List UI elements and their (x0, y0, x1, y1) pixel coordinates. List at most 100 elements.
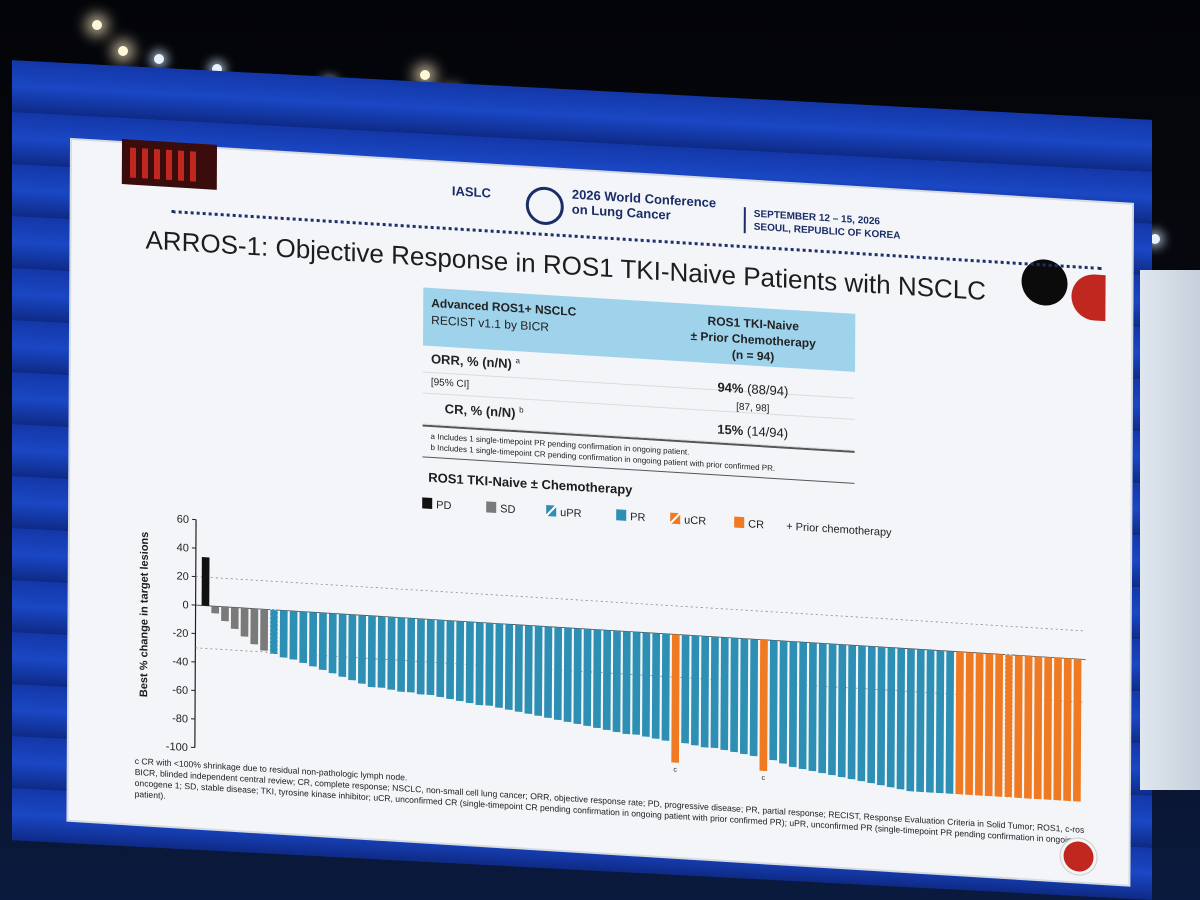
ceiling-light (420, 70, 430, 80)
bar-pr (720, 637, 729, 751)
bar-pr (583, 628, 592, 727)
bar-pr (710, 636, 719, 749)
bar-pr (485, 622, 494, 706)
bar-cr (1073, 658, 1082, 802)
legend-label-cr: CR (748, 518, 764, 531)
bar-pd (201, 556, 210, 606)
bar-cr (1014, 655, 1023, 799)
legend-swatch-pr (616, 509, 627, 521)
bar-pr (358, 615, 367, 684)
bar-pr (524, 625, 533, 714)
y-tick-label: -60 (172, 684, 188, 697)
bar-pr (289, 610, 298, 660)
y-tick-label: 60 (177, 513, 189, 526)
bar-pr (309, 612, 318, 667)
legend-label-ucr: uCR (684, 514, 706, 527)
bar-pr (338, 613, 347, 677)
bar-cr (1063, 658, 1072, 802)
bar-pr (318, 612, 327, 671)
bar-pr (455, 621, 465, 702)
bar-pr (691, 635, 700, 746)
bar-pr (788, 641, 798, 768)
legend-swatch-pd (422, 497, 433, 510)
bar-pr (504, 624, 514, 710)
bar-pr (416, 618, 425, 695)
bar-ucr (1004, 654, 1013, 798)
bar-pr (348, 614, 357, 681)
bar-sd (240, 607, 249, 637)
bar-pr (407, 618, 416, 693)
bar-sd (250, 608, 259, 645)
bar-pr (916, 649, 925, 793)
bar-pr (730, 637, 739, 753)
y-tick-label: 20 (176, 570, 188, 583)
bar-pr (279, 610, 288, 658)
bar-pr (465, 621, 474, 704)
bar-pr (593, 629, 602, 729)
bar-hatch (269, 609, 279, 655)
bar-pr (632, 631, 641, 735)
bar-pr (779, 640, 788, 764)
bar-sd (221, 606, 229, 622)
bar-pr (877, 646, 886, 786)
bar-pr (426, 619, 435, 696)
ceiling-light (212, 64, 222, 74)
legend-hatch (545, 504, 557, 517)
ceiling-light (1150, 234, 1160, 244)
bar-pr (495, 623, 504, 708)
bar-note-marker: c (762, 775, 766, 782)
ceiling-light (92, 20, 102, 30)
bar-cr (955, 651, 964, 795)
bar-pr (534, 625, 543, 717)
bar-pr (651, 632, 661, 739)
legend-hatch (669, 512, 681, 525)
legend-label-prior-chemotherapy: + Prior chemotherapy (786, 521, 892, 539)
bar-pr (808, 642, 817, 772)
bar-pr (475, 622, 484, 706)
bar-pr (847, 644, 857, 780)
bar-hatch (1004, 654, 1014, 798)
legend-swatch-sd (486, 501, 497, 513)
legend-label-pr: PR (630, 511, 645, 524)
ceiling-light (118, 46, 128, 56)
bar-pr (397, 617, 406, 692)
bar-pr (926, 649, 935, 793)
bar-pr (377, 616, 386, 688)
bar-pr (867, 646, 876, 784)
bar-cr (984, 653, 994, 797)
side-screen (1140, 270, 1200, 790)
bar-pr (328, 613, 337, 674)
bar-note-marker: c (673, 767, 677, 774)
bar-pr (896, 647, 906, 790)
chart-bars: cc (201, 556, 1082, 802)
bar-pr (681, 634, 690, 744)
bar-cr (1024, 655, 1033, 799)
bar-pr (563, 627, 572, 723)
bar-pr (622, 631, 631, 735)
reference-line (195, 576, 1086, 632)
legend-label-pd: PD (436, 499, 451, 512)
bar-pr (818, 643, 827, 774)
bar-pr (828, 643, 837, 776)
legend-swatch-cr (734, 516, 745, 529)
bar-upr (269, 609, 278, 655)
bar-pr (573, 628, 582, 725)
ceiling-light (154, 54, 164, 64)
bar-pr (945, 650, 955, 794)
y-tick-label: -100 (166, 741, 188, 754)
bar-cr (1053, 657, 1062, 801)
bar-cr (1043, 656, 1053, 800)
bar-pr (935, 650, 945, 794)
presentation-slide: IASLC 2026 World Conference on Lung Canc… (68, 139, 1132, 885)
bar-pr (739, 638, 749, 755)
y-tick-label: -80 (172, 713, 188, 726)
bar-pr (642, 632, 651, 737)
bar-pr (857, 645, 866, 782)
bar-cr (994, 653, 1004, 797)
bar-pr (749, 638, 759, 757)
legend-label-sd: SD (500, 503, 515, 516)
bar-pr (886, 647, 896, 788)
waterfall-chart: ROS1 TKI-Naive ± Chemotherapy PD SD uPR PR u… (138, 470, 1086, 802)
bar-pr (367, 615, 376, 688)
bar-cr (965, 652, 974, 796)
